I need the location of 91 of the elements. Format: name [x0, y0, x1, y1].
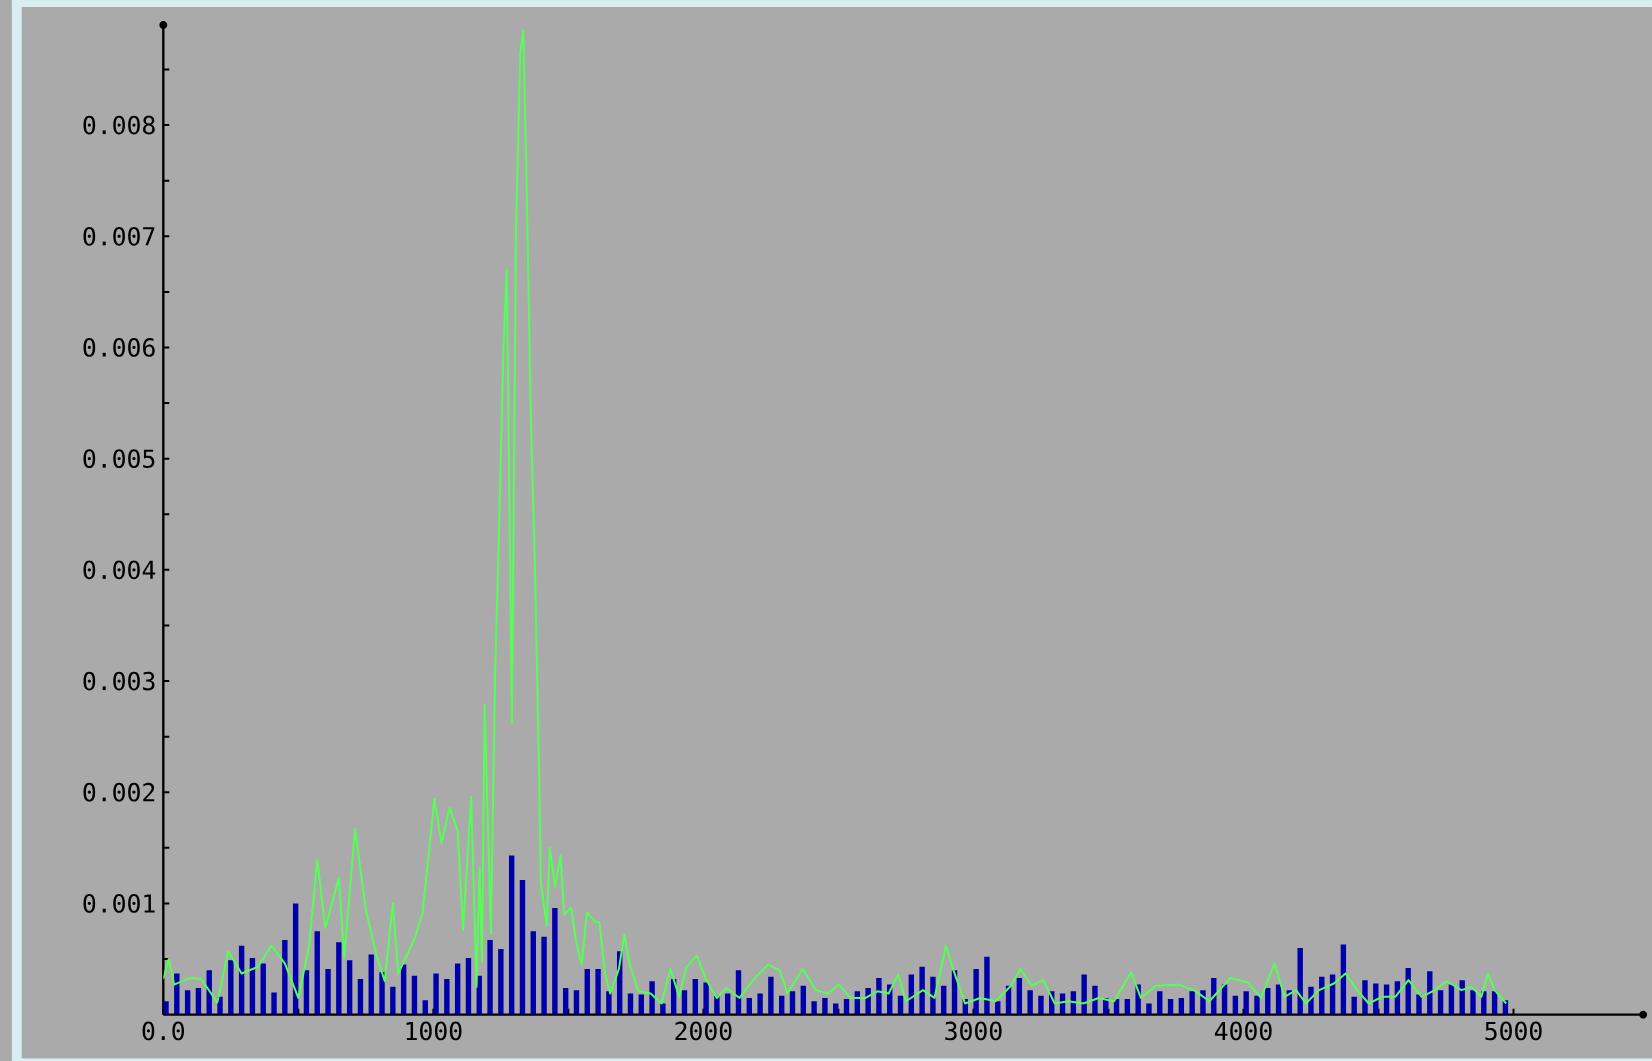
bar [411, 975, 418, 1015]
y-tick-label: 0.008 [83, 115, 155, 135]
bar [390, 986, 396, 1015]
bar [260, 963, 266, 1015]
bar [1243, 991, 1249, 1015]
bar [530, 931, 536, 1015]
bar [606, 991, 612, 1015]
bar [1405, 967, 1411, 1015]
bar [822, 997, 828, 1015]
bar [541, 936, 547, 1015]
bar [1254, 995, 1260, 1015]
y-tick-label: 0.005 [83, 449, 155, 468]
bar [562, 987, 569, 1015]
bar [508, 855, 515, 1015]
bar [1481, 991, 1487, 1015]
bar [692, 978, 698, 1015]
bar [865, 987, 871, 1015]
bar [184, 990, 191, 1015]
bar [1200, 990, 1206, 1015]
bar [1027, 990, 1033, 1015]
y-tick-label: 0.006 [83, 337, 155, 357]
bar [444, 978, 450, 1015]
bar [1081, 974, 1087, 1015]
x-tick-label: 2000 [675, 1021, 732, 1041]
bar [1437, 990, 1444, 1015]
y-tick-label: 0.002 [83, 782, 155, 802]
y-tick-label: 0.004 [83, 560, 156, 580]
x-tick-label: 4000 [1214, 1021, 1272, 1041]
bar [714, 995, 720, 1015]
bar [1016, 977, 1023, 1015]
bar [433, 973, 439, 1015]
bar [800, 985, 806, 1015]
bar [757, 993, 763, 1015]
bar [573, 990, 580, 1015]
y-tick-label: 0.001 [83, 893, 155, 913]
bar [368, 954, 374, 1015]
bar [1351, 996, 1357, 1015]
x-tick-label: 5000 [1485, 1021, 1542, 1041]
bar [1146, 1003, 1152, 1015]
bar [973, 968, 979, 1015]
bar [1189, 991, 1195, 1015]
bar [627, 993, 634, 1015]
bar [519, 879, 526, 1015]
bar [228, 959, 234, 1015]
bar [811, 1001, 817, 1015]
bar [681, 990, 688, 1015]
bar [357, 978, 364, 1015]
bar [768, 976, 774, 1015]
bar [346, 959, 353, 1015]
bar [1038, 995, 1044, 1015]
bar [422, 1000, 428, 1015]
bar [941, 985, 947, 1015]
bar [703, 982, 709, 1015]
bar [876, 977, 882, 1015]
bar [195, 987, 202, 1015]
bar [1265, 987, 1271, 1015]
bar [174, 973, 180, 1015]
bar [465, 957, 472, 1015]
bar [1157, 991, 1163, 1015]
bar [379, 972, 385, 1015]
y-tick-label: 0.003 [83, 671, 155, 691]
x-tick-label: 3000 [945, 1021, 1002, 1041]
y-tick-label: 0.007 [83, 226, 155, 246]
bar [487, 939, 493, 1015]
bar [325, 968, 331, 1015]
bar [314, 931, 320, 1015]
bar [271, 992, 277, 1015]
bar [1297, 947, 1303, 1015]
bar [833, 1003, 839, 1015]
bar [660, 1003, 666, 1015]
x-tick-label: 0.0 [142, 1021, 185, 1041]
bar [454, 963, 461, 1015]
bar [303, 970, 310, 1015]
bar [725, 993, 731, 1015]
bar [584, 968, 590, 1015]
bar [336, 942, 342, 1015]
bar [498, 948, 504, 1015]
bar [1470, 990, 1476, 1015]
bar [1416, 994, 1422, 1015]
bar [1092, 985, 1098, 1015]
bar [163, 1001, 169, 1015]
bar [595, 968, 601, 1015]
bar [282, 939, 288, 1015]
bar [1362, 980, 1368, 1015]
bar [984, 956, 990, 1015]
line-series [163, 29, 1508, 1005]
bar [919, 966, 925, 1015]
x-tick-label: 1000 [406, 1021, 462, 1041]
bar [789, 991, 796, 1015]
bar [649, 981, 655, 1015]
bar [552, 907, 558, 1015]
